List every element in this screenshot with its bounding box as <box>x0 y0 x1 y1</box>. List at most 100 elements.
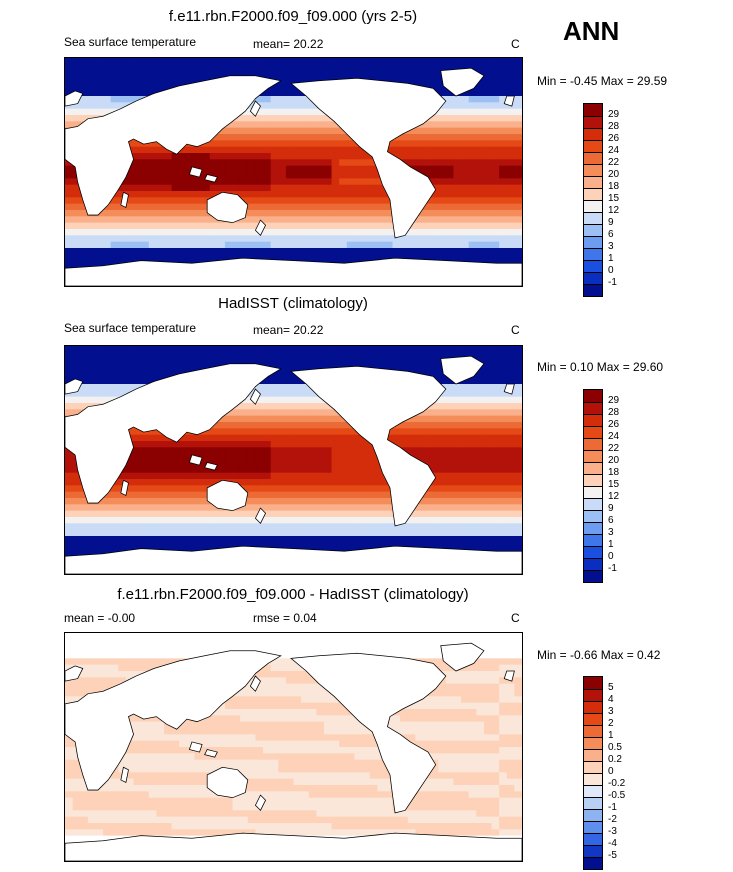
landmass <box>290 365 447 527</box>
colorbar-swatch <box>584 713 602 725</box>
landmass <box>188 454 203 466</box>
colorbar-swatch <box>584 558 602 570</box>
colorbar-swatch <box>584 188 602 200</box>
colorbar-swatch <box>584 809 602 821</box>
landmass <box>254 219 267 236</box>
colorbar-swatch <box>584 546 602 558</box>
colorbar-tick-label: 22 <box>608 443 620 454</box>
colorbar-tick-label: 24 <box>608 145 620 156</box>
colorbar-swatch <box>584 689 602 701</box>
colorbar-tick-label: 15 <box>608 479 620 490</box>
minmax-label: Min = 0.10 Max = 29.60 <box>537 360 664 374</box>
season-label: ANN <box>563 16 620 46</box>
colorbar-swatch <box>584 534 602 546</box>
colorbar-tick-label: 20 <box>608 455 620 466</box>
units-label: C <box>511 323 520 337</box>
colorbar-swatch <box>584 821 602 833</box>
colorbar-swatch <box>584 414 602 426</box>
colorbar-tick-label: 0 <box>608 551 614 562</box>
landmass <box>290 652 447 814</box>
panel-title: f.e11.rbn.F2000.f09_f09.000 - HadISST (c… <box>117 586 469 603</box>
colorbar-tick-label: 0 <box>608 766 614 777</box>
landmass <box>65 832 522 861</box>
colorbar-tick-label: -2 <box>608 814 617 825</box>
colorbar-tick-label: 3 <box>608 527 614 538</box>
colorbar-tick-label: -4 <box>608 838 617 849</box>
colorbar-swatch <box>584 236 602 248</box>
colorbar-tick-label: 12 <box>608 205 620 216</box>
colorbar-tick-label: 4 <box>608 694 614 705</box>
colorbar-swatch <box>584 701 602 713</box>
minmax-label: Min = -0.45 Max = 29.59 <box>537 74 668 88</box>
colorbar-tick-label: 28 <box>608 407 620 418</box>
colorbar-tick-label: 26 <box>608 133 620 144</box>
mean-label: mean= 20.22 <box>253 323 324 337</box>
variable-label: Sea surface temperature <box>64 35 197 49</box>
map-sst-obs <box>64 345 523 575</box>
map-sst-difference <box>64 632 523 862</box>
landmass <box>120 479 129 497</box>
colorbar-tick-label: 18 <box>608 181 620 192</box>
landmass <box>440 67 485 97</box>
colorbar-tick-label: 3 <box>608 706 614 717</box>
colorbar-tick-label: 0.5 <box>608 742 622 753</box>
rmse-label: rmse = 0.04 <box>253 611 317 625</box>
landmass <box>249 388 261 405</box>
map-sst-model <box>64 57 523 287</box>
landmass <box>188 741 203 753</box>
colorbar-tick-label: 1 <box>608 730 614 741</box>
colorbar-swatch <box>584 773 602 785</box>
colorbar-tick-label: 0 <box>608 265 614 276</box>
colorbar-tick-label: -3 <box>608 826 617 837</box>
colorbar-swatch <box>584 284 602 296</box>
landmass <box>254 507 267 524</box>
landmass <box>249 100 261 117</box>
colorbar-swatch <box>584 248 602 260</box>
colorbar-swatch <box>584 450 602 462</box>
colorbar-swatch <box>584 737 602 749</box>
colorbar-swatch <box>584 426 602 438</box>
colorbar-tick-label: -1 <box>608 802 617 813</box>
colorbar-swatch <box>584 140 602 152</box>
colorbar-swatch <box>584 116 602 128</box>
colorbar-swatch <box>584 212 602 224</box>
colorbar-swatch <box>584 260 602 272</box>
landmass <box>440 355 485 385</box>
colorbar-swatch <box>584 677 602 689</box>
colorbar-tick-label: -0.2 <box>608 778 626 789</box>
colorbar-tick-label: 24 <box>608 431 620 442</box>
colorbar-tick-label: 1 <box>608 253 614 264</box>
colorbar-tick-label: 22 <box>608 157 620 168</box>
landmass <box>254 794 267 811</box>
colorbar-swatch <box>584 522 602 534</box>
colorbar-tick-label: 9 <box>608 503 614 514</box>
colorbar-tick-label: 5 <box>608 682 614 693</box>
colorbar-tick-label: 26 <box>608 419 620 430</box>
mean-label: mean= 20.22 <box>253 37 324 51</box>
continent-outlines <box>65 67 522 286</box>
colorbar-tick-label: 3 <box>608 241 614 252</box>
landmass <box>188 166 203 178</box>
colorbar-swatch <box>584 845 602 857</box>
colorbar-tick-label: 28 <box>608 121 620 132</box>
colorbar-swatch <box>584 152 602 164</box>
landmass <box>503 95 515 107</box>
colorbar-swatch <box>584 128 602 140</box>
colorbar-tick-label: 18 <box>608 467 620 478</box>
landmass <box>249 675 261 692</box>
colorbar-tick-label: 1 <box>608 539 614 550</box>
landmass <box>206 479 249 512</box>
colorbar-swatch <box>584 570 602 582</box>
colorbar-swatch <box>584 402 602 414</box>
landmass <box>204 462 218 471</box>
landmass <box>120 191 129 209</box>
colorbar-tick-label: 6 <box>608 515 614 526</box>
landmass <box>204 749 218 758</box>
colorbar-tick-label: 0.2 <box>608 754 622 765</box>
colorbar-swatch <box>584 761 602 773</box>
colorbar-tick-label: 2 <box>608 718 614 729</box>
colorbar-tick-label: -1 <box>608 277 617 288</box>
landmass <box>65 665 84 682</box>
colorbar-tick-label: 6 <box>608 229 614 240</box>
landmass <box>65 545 522 574</box>
